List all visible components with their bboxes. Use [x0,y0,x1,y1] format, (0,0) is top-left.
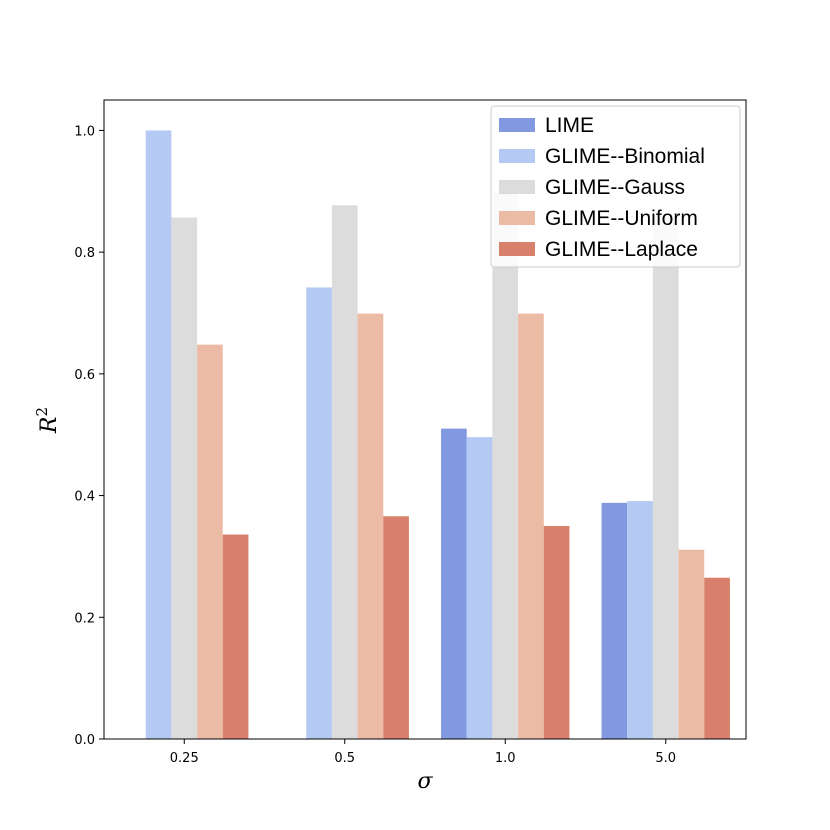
y-axis-label-base: R [37,416,62,434]
bar-glime-gauss-1-0 [492,193,519,740]
legend-swatch-glime-laplace [499,242,535,256]
bar-glime-uniform-0-25 [197,344,223,739]
legend-swatch-lime [499,118,535,132]
y-axis-label-superscript: 2 [33,407,51,417]
bar-glime-laplace-0-5 [383,516,409,739]
bar-glime-uniform-0-5 [357,313,384,739]
y-tick-label: 1.0 [74,124,95,139]
x-tick-label: 0.25 [170,751,199,766]
legend-box [490,105,741,268]
plot-frame [103,99,747,740]
x-axis-label: σ [417,769,433,794]
bar-glime-uniform-5-0 [678,549,705,739]
bar-glime-binomial-0-25 [145,130,172,739]
y-tick-label: 0.0 [74,733,95,748]
legend-swatch-glime-uniform [499,211,535,225]
legend-label-glime-gauss: GLIME--Gauss [545,176,685,199]
legend: LIME GLIME--Binomial GLIME--Gauss GLIME--Un… [490,105,741,268]
y-axis-label: R2 [33,407,62,434]
bar-glime-binomial-0-5 [306,287,332,739]
bar-glime-gauss-5-0 [652,215,679,739]
bar-glime-laplace-0-25 [222,534,249,739]
x-tick-label: 5.0 [655,751,676,766]
legend-swatch-glime-gauss [499,180,535,194]
y-tick-label: 0.4 [74,490,95,505]
y-tick-label: 0.2 [74,611,95,626]
bar-glime-laplace-1-0 [543,526,570,739]
y-tick-label: 0.6 [74,368,95,383]
legend-label-glime-uniform: GLIME--Uniform [545,207,698,230]
legend-label-glime-binomial: GLIME--Binomial [545,145,705,168]
bar-glime-binomial-5-0 [627,501,653,739]
bar-glime-gauss-0-5 [331,205,358,739]
bar-glime-laplace-5-0 [704,577,730,739]
bar-lime-5-0 [601,502,628,739]
bar-glime-binomial-1-0 [466,437,493,739]
bar-lime-1-0 [441,428,467,739]
x-tick-label: 1.0 [495,751,516,766]
y-axis: 0.0 0.2 0.4 0.6 0.8 1.0 [74,124,104,748]
legend-label-glime-laplace: GLIME--Laplace [545,238,698,261]
legend-label-lime: LIME [545,114,594,137]
x-axis: 0.25 0.5 1.0 5.0 [170,739,676,766]
bar-glime-gauss-0-25 [171,217,198,739]
y-tick-label: 0.8 [74,246,95,261]
bars [145,130,730,740]
legend-swatch-glime-binomial [499,149,535,163]
x-tick-label: 0.5 [334,751,355,766]
bar-glime-uniform-1-0 [518,313,544,739]
